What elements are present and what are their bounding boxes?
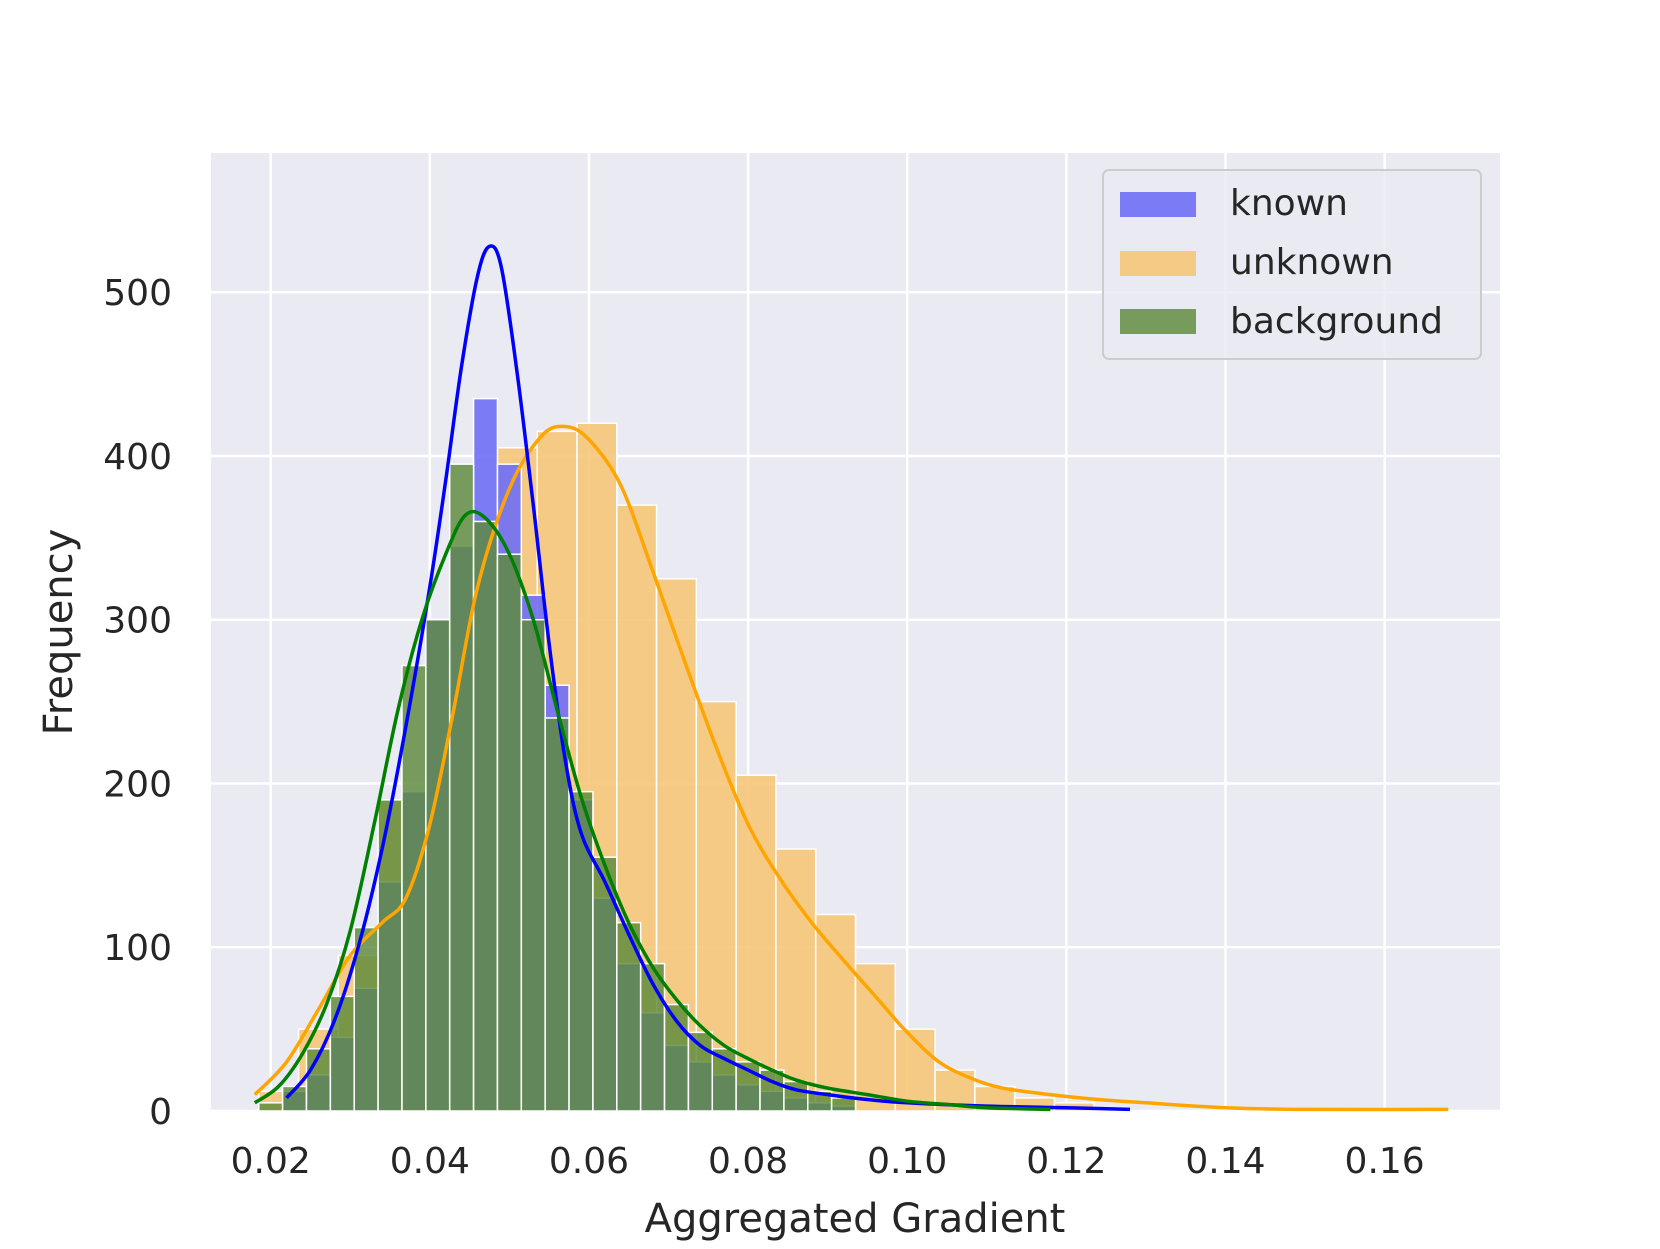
y-tick-label: 100 bbox=[103, 928, 172, 969]
kde-line-unknown bbox=[253, 424, 1449, 1112]
bar-background bbox=[592, 856, 618, 1112]
y-tick-label: 300 bbox=[103, 601, 172, 642]
legend-frame bbox=[1102, 169, 1482, 360]
bar-background bbox=[353, 926, 379, 1112]
x-axis-ticks: 0.02 0.04 0.06 0.08 0.10 0.12 0.14 0.16 bbox=[231, 1141, 1425, 1182]
bar-unknown bbox=[735, 774, 777, 1112]
x-tick-label: 0.08 bbox=[708, 1141, 788, 1182]
kde-line-known bbox=[285, 244, 1131, 1112]
y-tick-label: 200 bbox=[103, 764, 172, 805]
x-tick-label: 0.14 bbox=[1185, 1141, 1265, 1182]
legend-swatch-known bbox=[1120, 192, 1196, 217]
legend: known unknown background bbox=[1102, 169, 1482, 360]
bar-background bbox=[472, 520, 499, 1112]
bar-unknown bbox=[775, 848, 817, 1112]
legend-entry-background: background bbox=[1120, 301, 1443, 342]
y-axis-label: Frequency bbox=[36, 529, 82, 736]
kde-line-background bbox=[253, 509, 1051, 1112]
x-tick-label: 0.12 bbox=[1026, 1141, 1106, 1182]
legend-label-background: background bbox=[1230, 301, 1443, 342]
bar-background bbox=[425, 618, 451, 1112]
bar-background bbox=[520, 618, 546, 1112]
bar-unknown bbox=[814, 913, 857, 1112]
bar-background bbox=[257, 1102, 284, 1112]
legend-label-known: known bbox=[1230, 183, 1348, 224]
legend-swatch-unknown bbox=[1120, 251, 1196, 276]
y-tick-label: 0 bbox=[149, 1092, 172, 1133]
legend-entry-unknown: unknown bbox=[1120, 242, 1394, 283]
y-tick-label: 500 bbox=[103, 273, 172, 314]
bar-background bbox=[544, 717, 570, 1112]
bar-background bbox=[329, 995, 355, 1112]
bar-background bbox=[568, 790, 594, 1112]
kde-curves bbox=[253, 244, 1449, 1112]
y-axis-ticks: 0 100 200 300 400 500 bbox=[103, 273, 172, 1133]
x-tick-label: 0.10 bbox=[867, 1141, 947, 1182]
x-axis-label: Aggregated Gradient bbox=[645, 1196, 1066, 1242]
x-tick-label: 0.06 bbox=[549, 1141, 629, 1182]
legend-swatch-background bbox=[1120, 309, 1196, 334]
x-tick-label: 0.02 bbox=[231, 1141, 311, 1182]
x-tick-label: 0.16 bbox=[1345, 1141, 1425, 1182]
bar-unknown bbox=[854, 962, 897, 1112]
legend-entry-known: known bbox=[1120, 183, 1348, 224]
histogram-bars bbox=[257, 397, 1095, 1112]
bar-background bbox=[448, 463, 475, 1112]
y-tick-label: 400 bbox=[103, 437, 172, 478]
bar-background bbox=[830, 1097, 857, 1112]
legend-label-unknown: unknown bbox=[1230, 242, 1394, 283]
bars-background bbox=[257, 463, 857, 1112]
x-tick-label: 0.04 bbox=[390, 1141, 470, 1182]
bar-background bbox=[496, 553, 523, 1112]
